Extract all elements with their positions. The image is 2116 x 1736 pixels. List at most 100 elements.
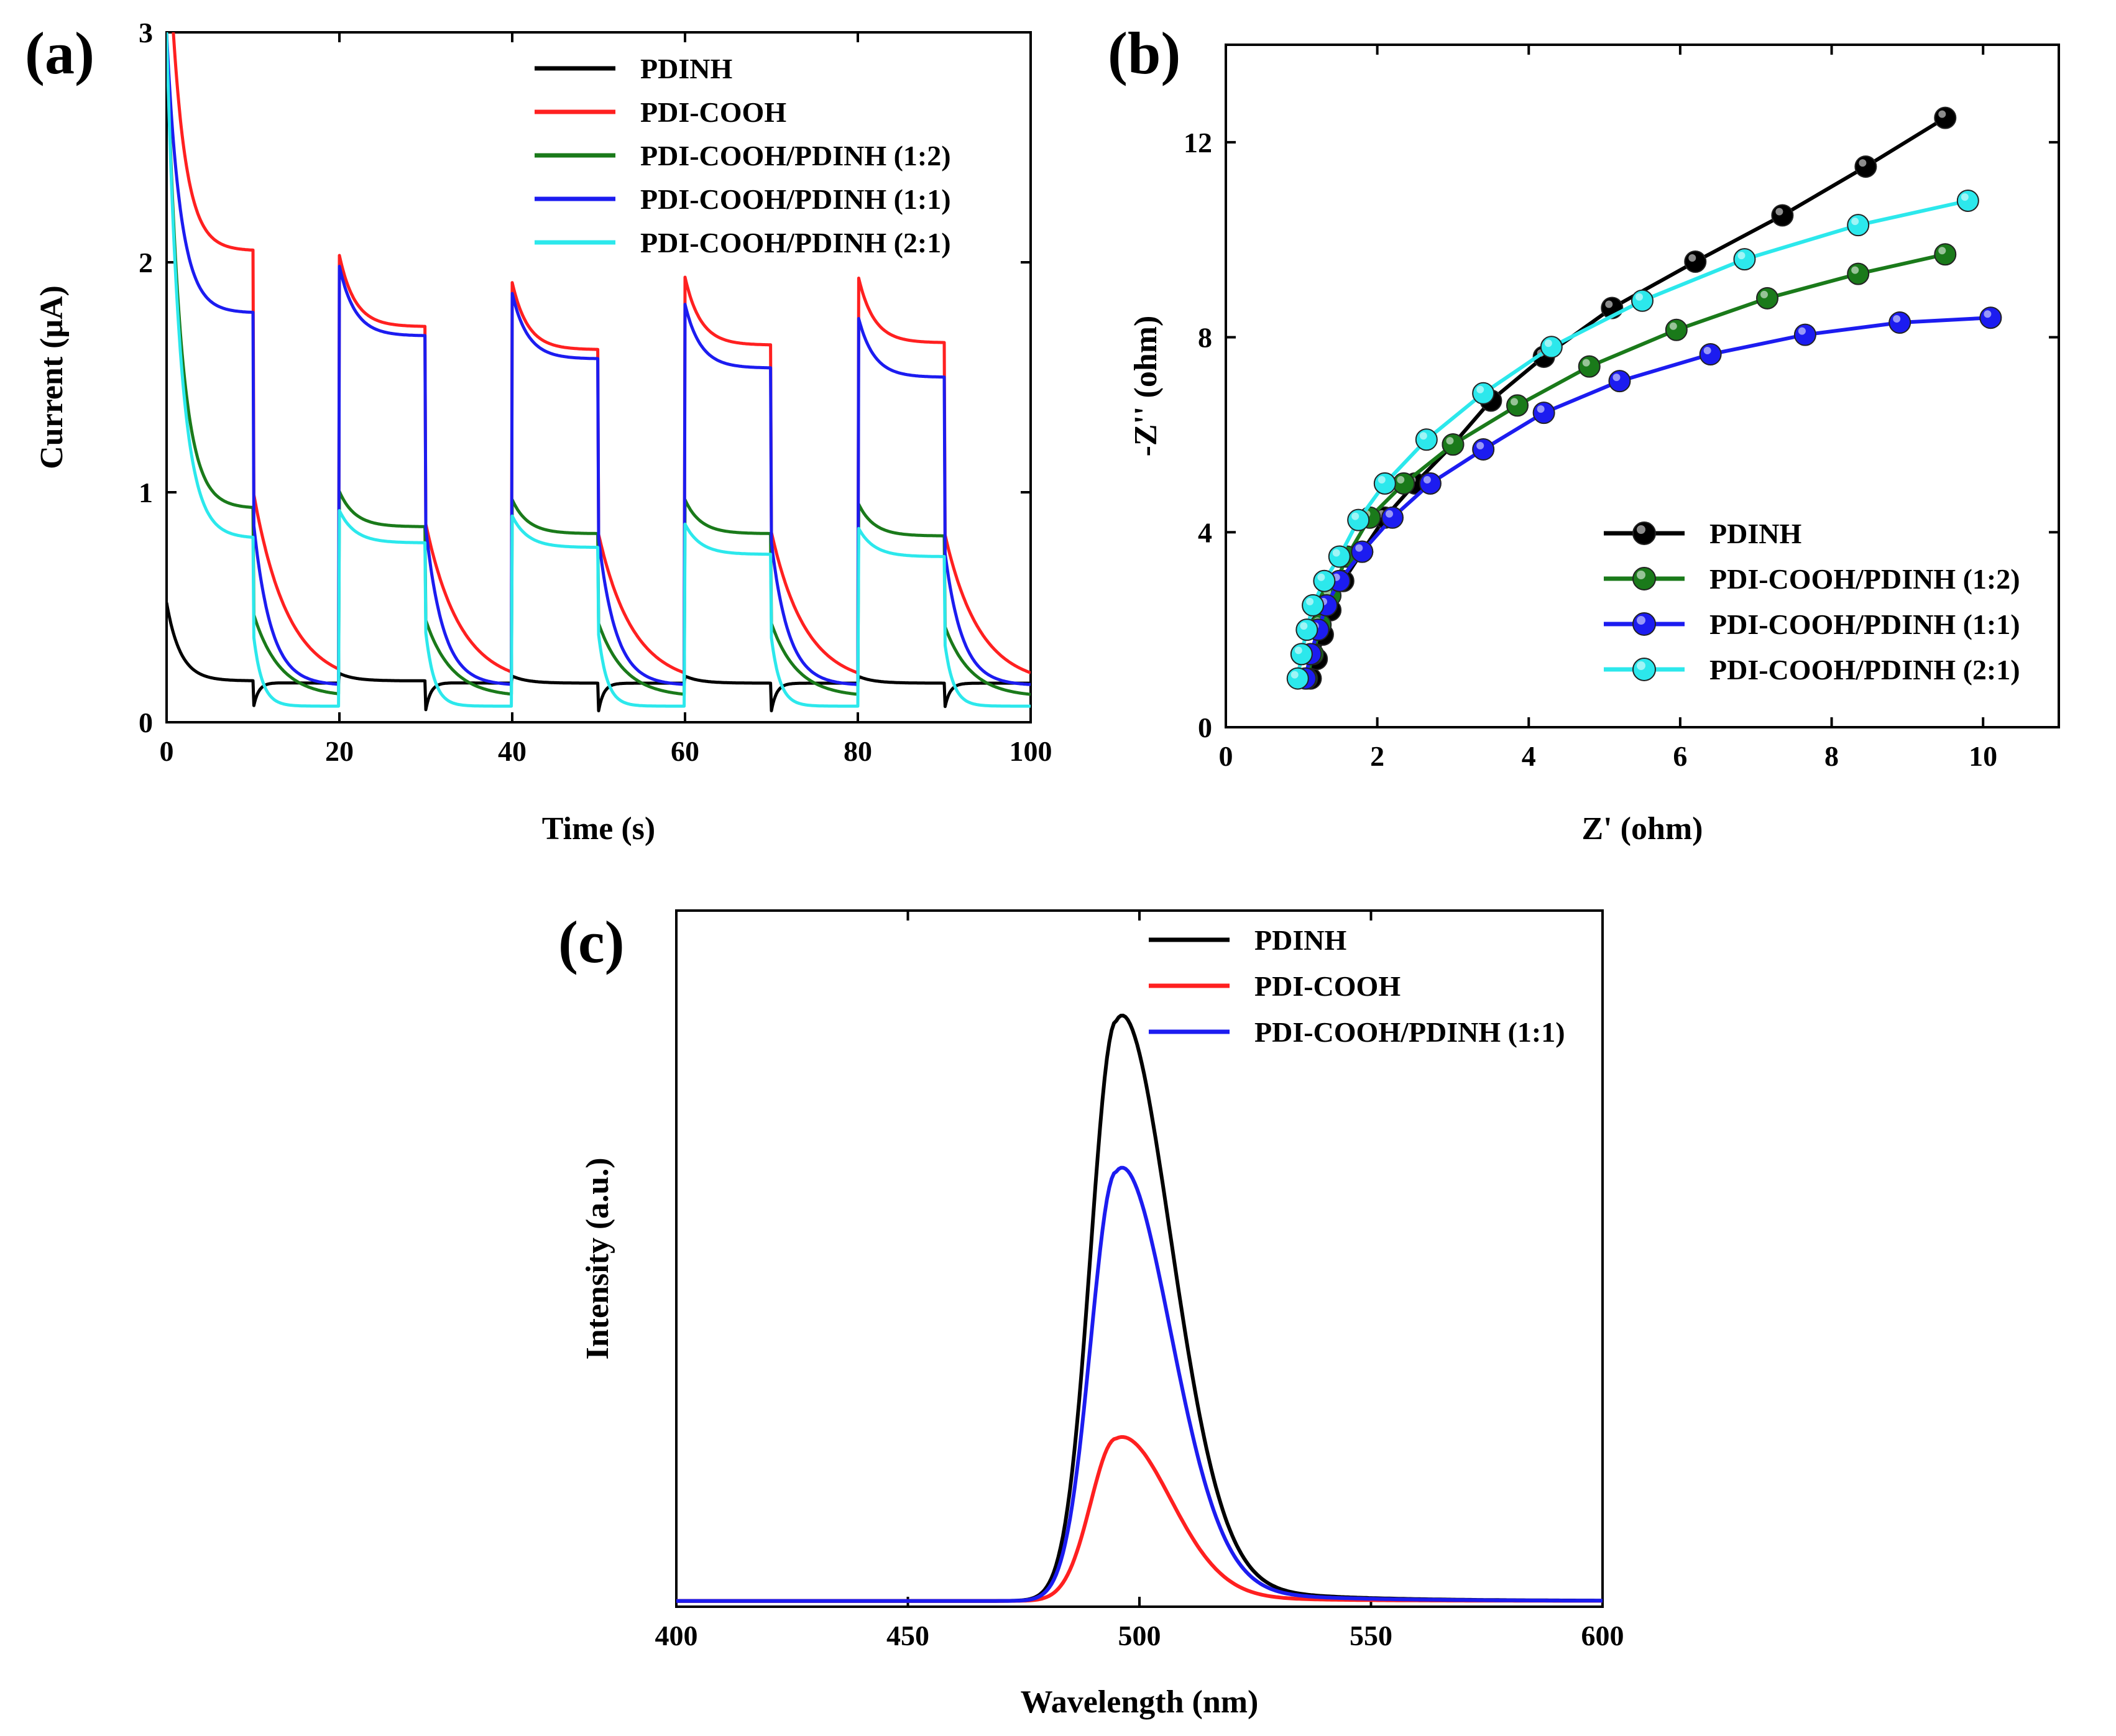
series-line — [167, 32, 1031, 686]
series-line — [676, 1165, 1603, 1603]
data-point — [1419, 472, 1442, 495]
legend-label: PDINH — [640, 53, 732, 85]
legend-label: PDI-COOH/PDINH (1:1) — [640, 183, 951, 215]
panel-a-chart: 0 20 40 60 80 100 0 1 2 3 (a) Time (s) Current (μA) P… — [25, 17, 1052, 847]
data-point — [1847, 214, 1870, 237]
data-point — [1934, 106, 1957, 129]
y-tick-label: 8 — [1198, 322, 1212, 354]
panel-c-chart: 400 450 500 550 600 (c) Wavelength (nm) Intensi… — [558, 909, 1624, 1720]
data-point-highlight — [1859, 159, 1867, 167]
data-point-highlight — [1537, 405, 1545, 413]
x-tick-label: 20 — [325, 735, 354, 767]
y-axis-label: -Z'' (ohm) — [1128, 316, 1164, 457]
data-point — [1392, 472, 1415, 495]
data-point-highlight — [1703, 347, 1711, 355]
legend-label: PDINH — [1709, 518, 1801, 549]
x-axis-label: Z' (ohm) — [1582, 811, 1703, 847]
panel-label: (b) — [1108, 20, 1180, 86]
x-tick-label: 40 — [498, 735, 527, 767]
x-tick-label: 0 — [1219, 740, 1233, 772]
x-tick-label: 500 — [1118, 1620, 1161, 1651]
plot-frame — [1225, 44, 2060, 728]
x-tick-label: 4 — [1522, 740, 1536, 772]
data-point-highlight — [1760, 290, 1768, 298]
data-point — [1347, 508, 1370, 531]
data-point-highlight — [1938, 247, 1946, 255]
x-axis-label: Time (s) — [542, 811, 655, 847]
plot-frame — [165, 31, 1032, 723]
y-axis-label: Intensity (a.u.) — [580, 1157, 615, 1359]
series-line — [167, 602, 1031, 712]
data-point-highlight — [1582, 359, 1590, 367]
data-point — [1472, 382, 1495, 405]
data-point-highlight — [1351, 512, 1359, 520]
data-point-highlight — [1332, 549, 1340, 557]
data-point-highlight — [1851, 218, 1859, 226]
data-point-highlight — [1798, 327, 1806, 335]
data-point — [1699, 343, 1722, 366]
legend-marker — [1632, 612, 1656, 636]
data-point-highlight — [1423, 475, 1431, 484]
legend-marker — [1632, 521, 1656, 545]
data-point-highlight — [1476, 441, 1484, 449]
panel-b-chart: 0 2 4 6 8 10 0 4 8 12 (b) Z' (ohm) -Z'' (ohm) PDINH PD… — [1108, 20, 2060, 847]
data-point-highlight — [1290, 671, 1299, 679]
legend-label: PDINH — [1254, 924, 1346, 956]
x-tick-label: 600 — [1581, 1620, 1624, 1651]
data-point — [1578, 355, 1601, 378]
legend-marker-highlight — [1637, 661, 1645, 670]
data-point-highlight — [1446, 437, 1454, 445]
x-axis-label: Wavelength (nm) — [1021, 1684, 1259, 1720]
data-point-highlight — [1893, 315, 1901, 323]
data-point-highlight — [1511, 398, 1518, 406]
data-point — [1540, 336, 1563, 359]
data-point — [1472, 438, 1495, 461]
data-point — [1532, 402, 1555, 425]
data-point — [1313, 569, 1336, 592]
data-point — [1328, 545, 1351, 568]
data-point-highlight — [1688, 254, 1696, 262]
y-tick-label: 12 — [1184, 127, 1212, 158]
y-axis-label: Current (μA) — [34, 285, 70, 469]
x-tick-label: 0 — [160, 735, 174, 767]
data-point — [1442, 433, 1465, 456]
series-group — [167, 32, 1031, 712]
x-tick-label: 450 — [886, 1620, 929, 1651]
data-point — [1979, 306, 2002, 329]
data-point-highlight — [1355, 544, 1363, 552]
data-point-highlight — [1938, 110, 1946, 118]
y-tick-label: 3 — [139, 17, 153, 48]
legend-label: PDI-COOH — [640, 96, 786, 128]
data-point-highlight — [1306, 597, 1314, 605]
data-point-highlight — [1386, 510, 1393, 518]
data-point — [1286, 667, 1309, 690]
data-point — [1854, 155, 1877, 178]
data-point — [1771, 204, 1794, 227]
x-tick-label: 400 — [655, 1620, 698, 1651]
data-point — [1351, 540, 1374, 563]
legend-label: PDI-COOH/PDINH (2:1) — [1709, 654, 2020, 686]
data-point-highlight — [1635, 293, 1643, 301]
legend-marker-highlight — [1637, 525, 1645, 534]
data-point-highlight — [1669, 322, 1677, 330]
y-tick-label: 0 — [139, 707, 153, 738]
x-tick-label: 100 — [1010, 735, 1052, 767]
data-point — [1956, 189, 1979, 212]
data-point-highlight — [1612, 374, 1621, 382]
legend-label: PDI-COOH/PDINH (1:1) — [1254, 1016, 1565, 1048]
data-point-highlight — [1961, 193, 1969, 201]
data-point — [1684, 250, 1707, 273]
data-point — [1934, 243, 1957, 266]
data-point — [1733, 248, 1756, 271]
x-tick-label: 80 — [844, 735, 872, 767]
data-point — [1756, 287, 1778, 310]
x-tick-label: 8 — [1824, 740, 1839, 772]
data-point — [1290, 643, 1313, 666]
data-point — [1302, 594, 1325, 617]
data-point-highlight — [1317, 573, 1325, 581]
x-tick-label: 550 — [1350, 1620, 1392, 1651]
data-point-highlight — [1851, 266, 1859, 274]
legend-marker-highlight — [1637, 571, 1645, 579]
data-point-highlight — [1775, 208, 1783, 216]
